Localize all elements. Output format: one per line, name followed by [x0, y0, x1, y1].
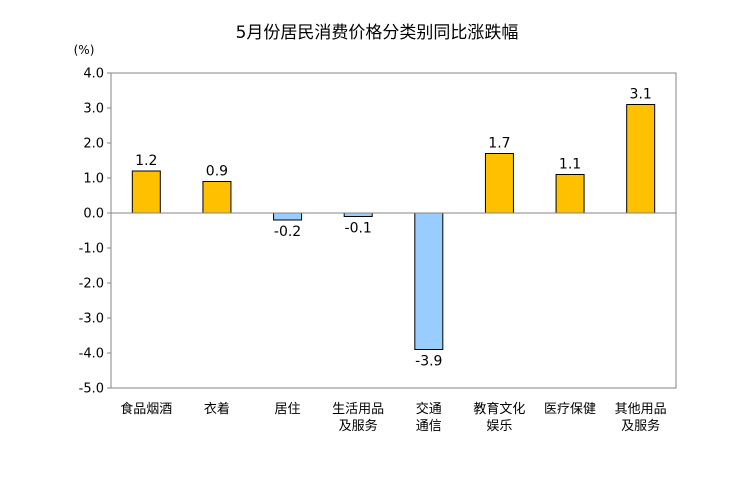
category-label: 医疗保健 — [544, 402, 596, 417]
value-label: 0.9 — [206, 164, 228, 180]
category-label: 娱乐 — [486, 419, 512, 434]
y-tick-label: 1.0 — [83, 172, 104, 187]
value-label: -0.2 — [274, 224, 301, 240]
value-labels: 1.2 0.9 -0.2 -0.1 -3.9 1.7 1.1 3.1 — [135, 87, 652, 370]
y-tick-label: 0.0 — [83, 207, 104, 222]
category-label: 教育文化 — [473, 401, 525, 417]
plot-area — [110, 72, 677, 389]
y-tick-label: -3.0 — [79, 312, 104, 327]
chart-title: 5月份居民消费价格分类别同比涨跌幅 — [236, 23, 519, 43]
value-label: 1.1 — [559, 157, 581, 173]
category-label: 其他用品 — [615, 402, 667, 417]
bar — [484, 153, 514, 214]
y-tick-label: -2.0 — [79, 277, 104, 292]
value-label: 3.1 — [630, 87, 652, 103]
category-label: 及服务 — [339, 418, 378, 434]
value-label: -0.1 — [345, 221, 372, 237]
bar — [414, 212, 444, 350]
bar — [131, 170, 161, 214]
value-label: 1.2 — [135, 153, 157, 169]
y-tick-label: -5.0 — [79, 382, 104, 397]
category-label: 衣着 — [204, 401, 230, 417]
bar — [555, 174, 585, 214]
y-tick-label: -4.0 — [79, 347, 104, 362]
bar — [626, 104, 656, 214]
bar — [273, 212, 303, 221]
y-tick-label: 2.0 — [83, 137, 104, 152]
y-unit-label: (%) — [74, 43, 95, 57]
category-label: 居住 — [275, 402, 301, 417]
y-tick-label: 4.0 — [83, 67, 104, 82]
category-label: 交通 — [416, 401, 442, 417]
y-axis: 4.0 3.0 2.0 1.0 0.0 -1.0 -2.0 -3.0 -4.0 -5.0 — [79, 67, 111, 397]
value-label: -3.9 — [415, 354, 442, 370]
y-tick-label: -1.0 — [79, 242, 104, 257]
bars-group — [131, 104, 656, 350]
category-label: 通信 — [416, 419, 442, 434]
category-label: 及服务 — [621, 418, 660, 434]
category-label: 食品烟酒 — [120, 401, 172, 417]
bar — [343, 212, 373, 217]
y-tick-label: 3.0 — [83, 102, 104, 117]
bar — [202, 181, 232, 214]
category-label: 生活用品 — [332, 402, 384, 417]
value-label: 1.7 — [488, 136, 510, 152]
